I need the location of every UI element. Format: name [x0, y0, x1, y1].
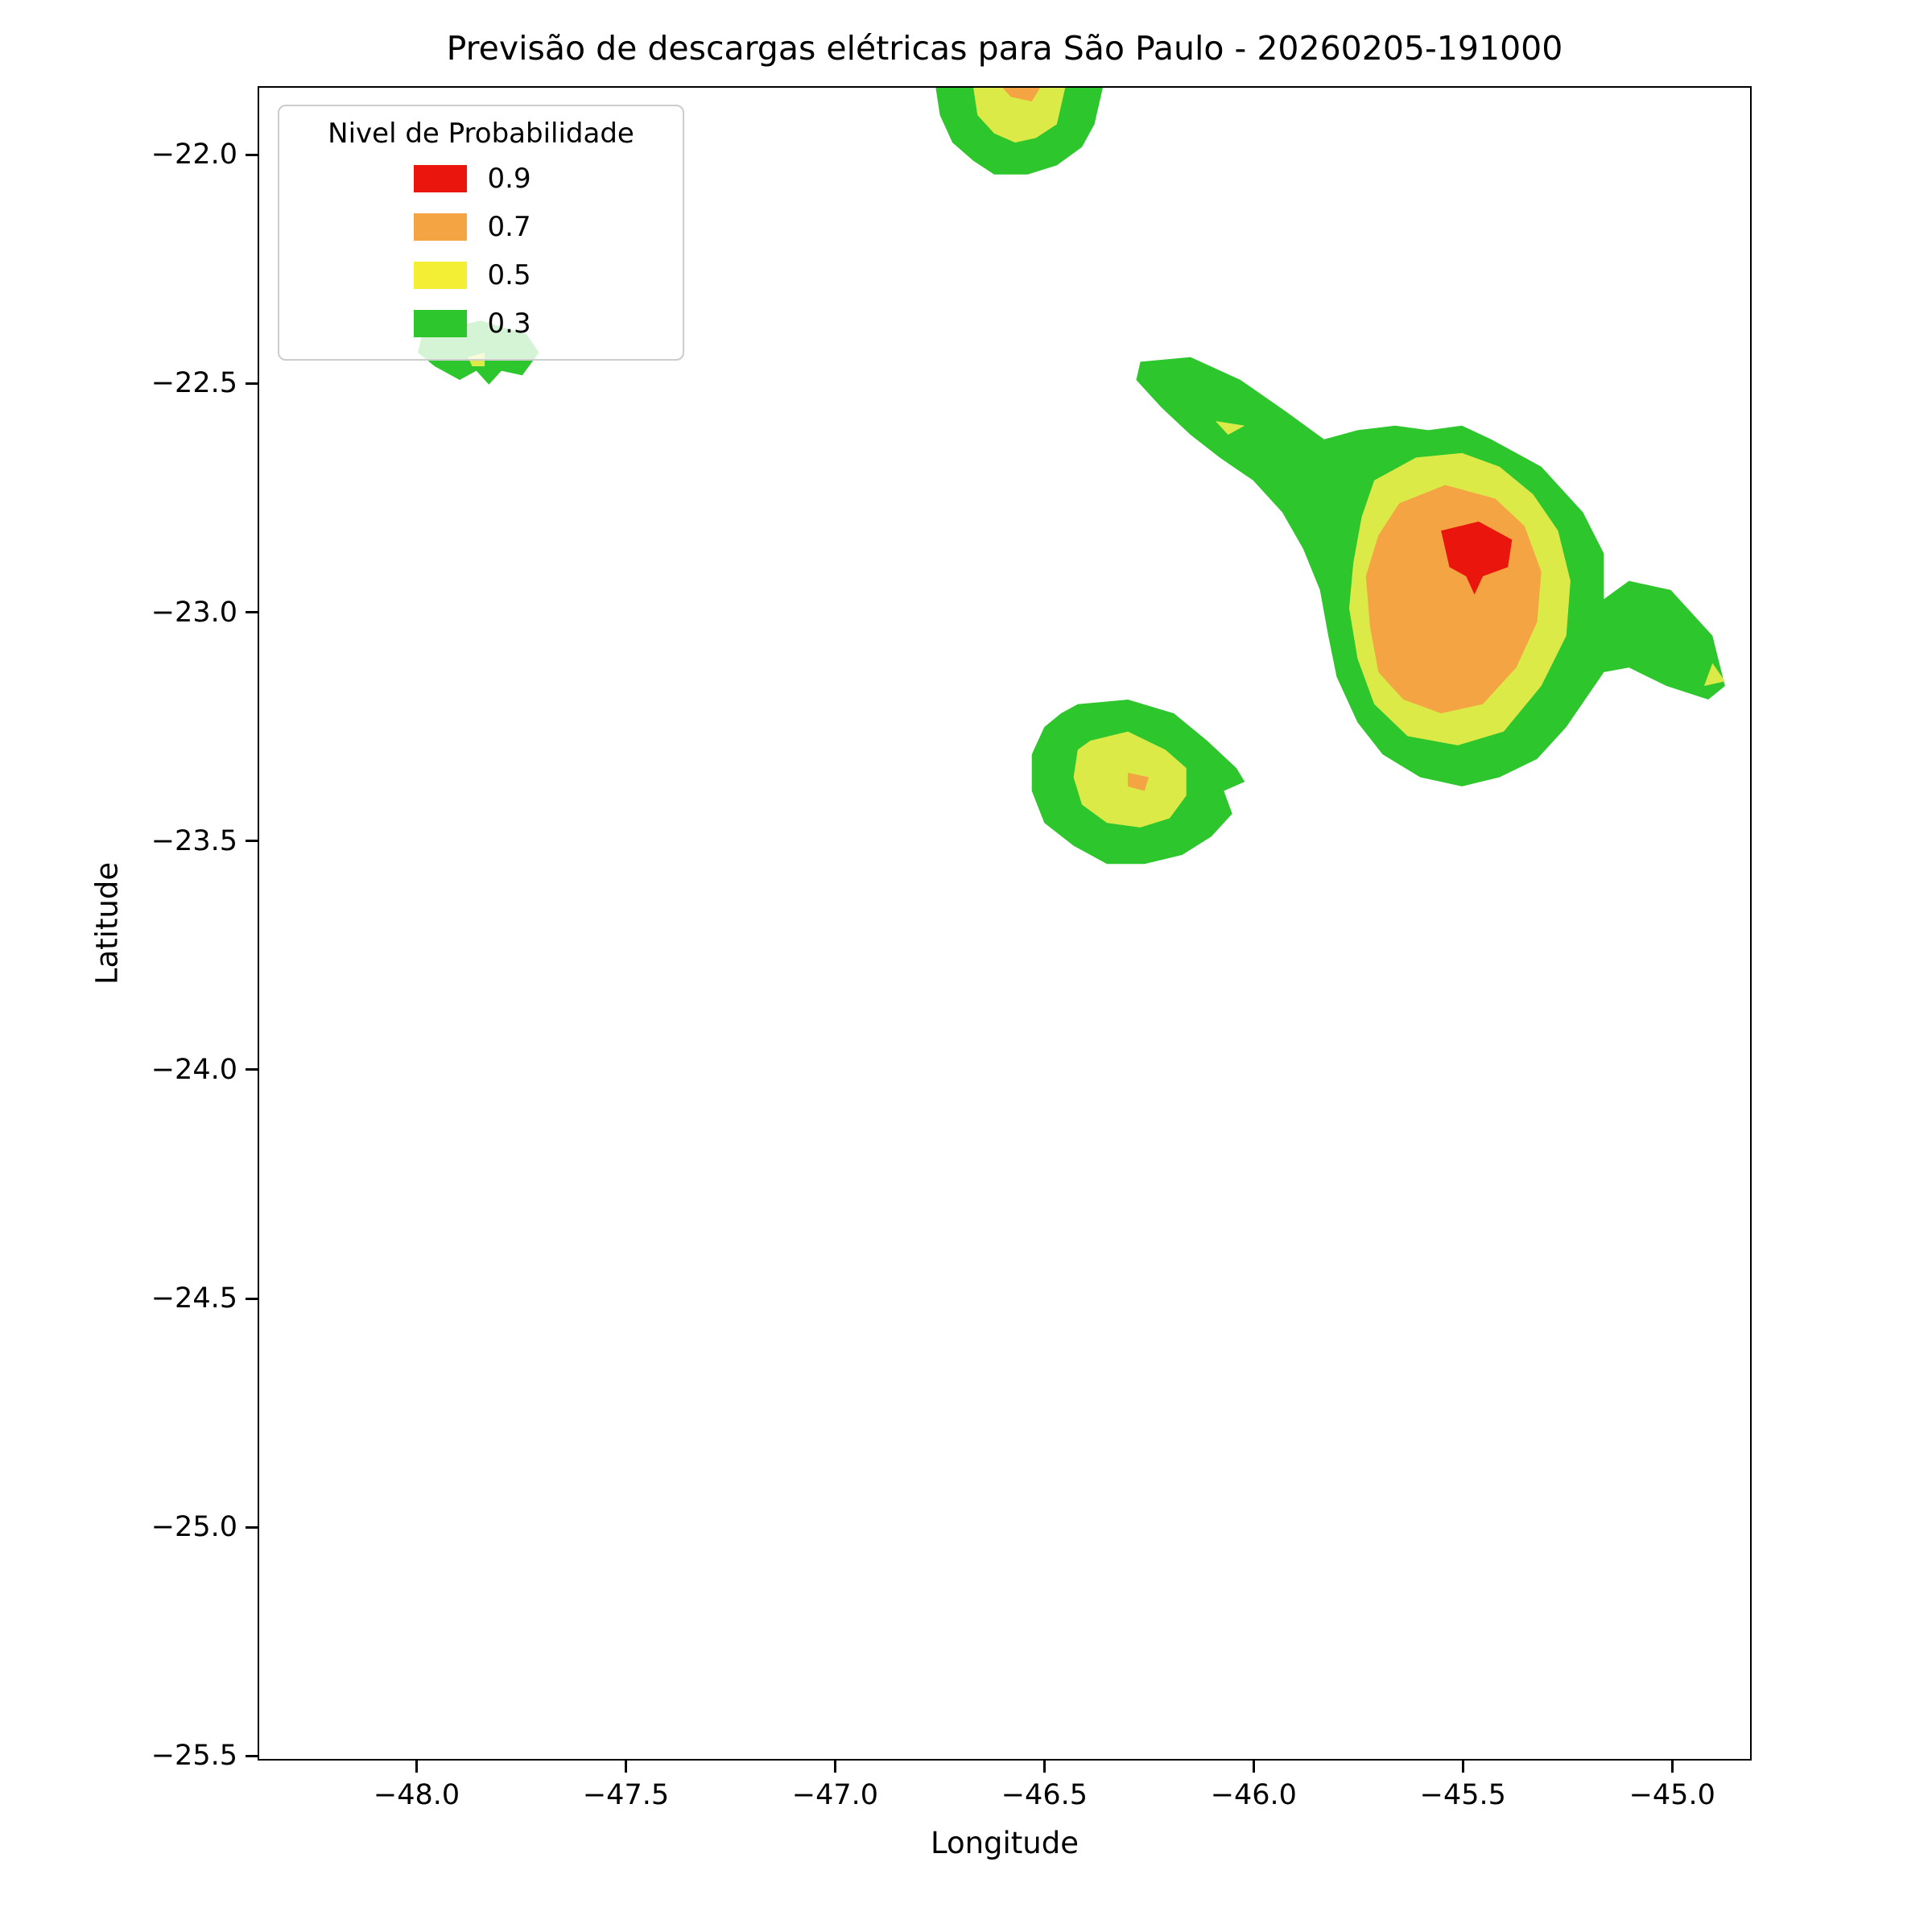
- y-tick-mark: [246, 1068, 258, 1071]
- legend-color-patch: [413, 165, 467, 192]
- x-tick-label: −47.5: [582, 1779, 670, 1811]
- y-tick-mark: [246, 840, 258, 843]
- x-tick-mark: [1670, 1761, 1674, 1773]
- legend-entry: 0.9: [291, 155, 671, 203]
- legend-entry-label: 0.9: [487, 163, 531, 195]
- x-tick-label: −45.5: [1419, 1779, 1506, 1811]
- legend-color-patch: [413, 310, 467, 337]
- y-tick-mark: [246, 153, 258, 156]
- legend-title: Nivel de Probabilidade: [328, 118, 634, 150]
- y-tick-label: −24.5: [151, 1282, 237, 1315]
- y-tick-label: −24.0: [151, 1053, 237, 1086]
- y-axis-label: Latitude: [89, 861, 125, 985]
- contour-region-south-cell-orange: [1128, 772, 1150, 791]
- x-tick-mark: [1252, 1761, 1255, 1773]
- contour-region-north-cell-yellow: [973, 88, 1066, 143]
- x-tick-label: −46.0: [1210, 1779, 1297, 1811]
- y-tick-label: −22.5: [151, 367, 237, 400]
- y-tick-mark: [246, 611, 258, 614]
- legend-color-patch: [413, 213, 467, 241]
- legend-entry: 0.3: [291, 299, 671, 348]
- legend-entry: 0.5: [291, 251, 671, 299]
- legend-entry-label: 0.5: [487, 259, 531, 291]
- contour-region-east-cell-arm-yellow: [1215, 421, 1245, 436]
- y-tick-label: −23.5: [151, 824, 237, 857]
- y-tick-label: −22.0: [151, 138, 237, 171]
- legend-entry-label: 0.3: [487, 308, 531, 340]
- legend: Nivel de Probabilidade 0.9 0.7 0.5 0.3: [278, 105, 684, 361]
- legend-entry: 0.7: [291, 203, 671, 251]
- y-tick-label: −23.0: [151, 596, 237, 629]
- x-tick-mark: [1042, 1761, 1046, 1773]
- x-tick-mark: [1461, 1761, 1464, 1773]
- y-tick-mark: [246, 1525, 258, 1529]
- contour-plot-canvas: [418, 88, 1725, 865]
- x-axis-label: Longitude: [930, 1826, 1080, 1860]
- contour-region-north-cell-orange: [1002, 88, 1041, 101]
- y-tick-mark: [246, 382, 258, 385]
- x-tick-mark: [625, 1761, 627, 1773]
- legend-rows: 0.9 0.7 0.5 0.3: [291, 155, 671, 348]
- y-tick-mark: [246, 1297, 258, 1300]
- y-tick-label: −25.0: [151, 1511, 237, 1544]
- x-tick-mark: [415, 1761, 419, 1773]
- x-tick-label: −45.0: [1629, 1779, 1715, 1811]
- chart-title: Previsão de descargas elétricas para São…: [446, 29, 1563, 68]
- x-tick-mark: [833, 1761, 836, 1773]
- plot-area: [258, 86, 1752, 1761]
- legend-entry-label: 0.7: [487, 211, 531, 243]
- x-tick-label: −46.5: [1001, 1779, 1088, 1811]
- y-tick-label: −25.5: [151, 1740, 237, 1773]
- y-tick-mark: [246, 1754, 258, 1757]
- x-tick-label: −47.0: [791, 1779, 879, 1811]
- contour-region-east-appendage-yellow: [1703, 663, 1725, 687]
- legend-color-patch: [413, 262, 467, 289]
- x-tick-label: −48.0: [373, 1779, 460, 1811]
- contour-region-east-cell-red: [1441, 521, 1513, 595]
